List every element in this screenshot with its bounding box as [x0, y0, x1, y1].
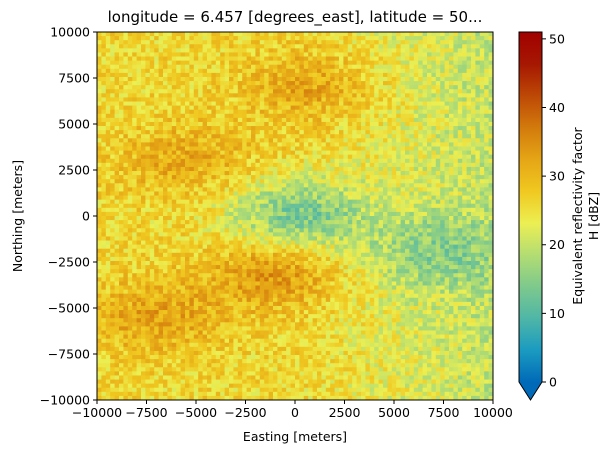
y-tick-label: −5000	[48, 301, 90, 316]
reflectivity-heatmap	[97, 32, 493, 400]
y-tick-label: −10000	[40, 393, 90, 408]
colorbar-gradient	[519, 32, 542, 382]
chart-title: longitude = 6.457 [degrees_east], latitu…	[108, 8, 483, 27]
y-tick-label: 10000	[50, 25, 90, 40]
y-tick-label: −7500	[48, 347, 90, 362]
colorbar-label-line1: Equivalent reflectivity factor	[570, 126, 585, 304]
x-tick-label: 2500	[329, 405, 361, 420]
y-tick-label: 0	[82, 209, 90, 224]
x-axis: −10000 −7500 −5000 −2500 0 2500 5000 7500 10000	[72, 400, 513, 420]
y-tick-label: 5000	[58, 117, 90, 132]
x-tick-label: 10000	[473, 405, 513, 420]
colorbar-tick-label: 30	[549, 169, 565, 184]
y-tick-label: −2500	[48, 255, 90, 270]
y-axis: −10000 −7500 −5000 −2500 0 2500 5000 7500 10000	[40, 25, 97, 408]
x-tick-label: 0	[291, 405, 299, 420]
x-tick-label: 7500	[428, 405, 460, 420]
x-axis-label: Easting [meters]	[243, 429, 347, 444]
x-tick-label: 5000	[378, 405, 410, 420]
y-axis-label: Northing [meters]	[10, 160, 25, 272]
colorbar-tick-label: 0	[549, 375, 557, 390]
y-tick-label: 2500	[58, 163, 90, 178]
y-tick-label: 7500	[58, 71, 90, 86]
colorbar-tick-label: 50	[549, 31, 565, 46]
colorbar-extend-triangle	[519, 382, 542, 400]
x-tick-label: −2500	[224, 405, 266, 420]
colorbar-tick-label: 40	[549, 100, 565, 115]
colorbar-outline	[518, 31, 543, 401]
colorbar-ticks: 0 10 20 30 40 50	[542, 31, 565, 390]
colorbar: 0 10 20 30 40 50 Equivalent reflectivity fact…	[518, 31, 601, 401]
x-tick-label: −7500	[125, 405, 167, 420]
x-tick-label: −10000	[72, 405, 122, 420]
colorbar-tick-label: 20	[549, 237, 565, 252]
x-tick-label: −5000	[175, 405, 217, 420]
colorbar-tick-label: 10	[549, 306, 565, 321]
colorbar-label-line2: H [dBZ]	[586, 192, 601, 240]
